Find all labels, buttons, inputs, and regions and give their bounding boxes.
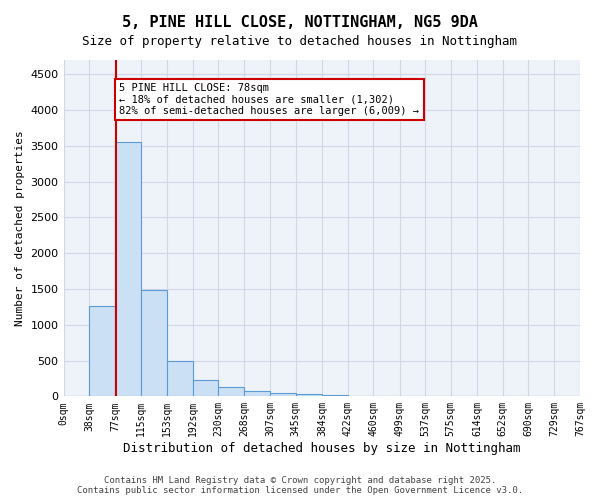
Bar: [193, 380, 218, 396]
Bar: [296, 394, 322, 396]
X-axis label: Distribution of detached houses by size in Nottingham: Distribution of detached houses by size …: [123, 442, 521, 455]
Bar: [141, 290, 167, 397]
Bar: [244, 391, 270, 396]
Text: Size of property relative to detached houses in Nottingham: Size of property relative to detached ho…: [83, 35, 517, 48]
Text: 5 PINE HILL CLOSE: 78sqm
← 18% of detached houses are smaller (1,302)
82% of sem: 5 PINE HILL CLOSE: 78sqm ← 18% of detach…: [119, 83, 419, 116]
Bar: [167, 360, 193, 396]
Bar: [115, 142, 141, 396]
Bar: [89, 306, 115, 396]
Y-axis label: Number of detached properties: Number of detached properties: [15, 130, 25, 326]
Bar: [322, 395, 347, 396]
Bar: [218, 386, 244, 396]
Text: 5, PINE HILL CLOSE, NOTTINGHAM, NG5 9DA: 5, PINE HILL CLOSE, NOTTINGHAM, NG5 9DA: [122, 15, 478, 30]
Bar: [270, 393, 296, 396]
Text: Contains HM Land Registry data © Crown copyright and database right 2025.
Contai: Contains HM Land Registry data © Crown c…: [77, 476, 523, 495]
